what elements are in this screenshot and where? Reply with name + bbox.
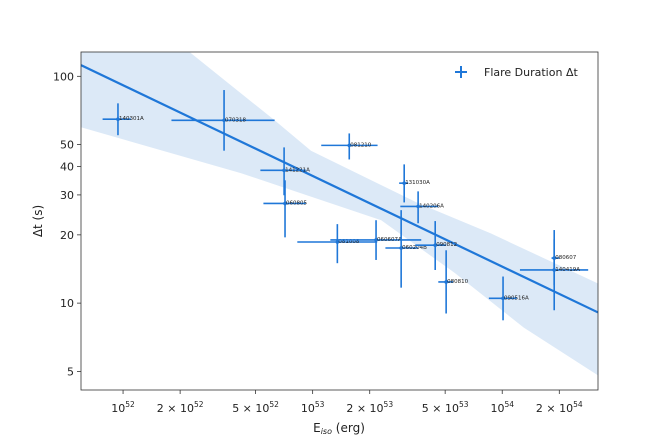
- x-tick-label: 5 × 1052: [232, 400, 279, 415]
- x-tick-mantissa: 2 × 10: [157, 402, 194, 415]
- x-tick-label: 1052: [111, 400, 135, 415]
- point-marker: [399, 246, 403, 250]
- point-label: 060805: [286, 200, 307, 206]
- data-point: 141221A: [260, 147, 310, 196]
- x-tick-mantissa: 10: [111, 402, 125, 415]
- x-tick-mantissa: 10: [490, 402, 504, 415]
- x-tick-exponent: 53: [459, 400, 469, 409]
- x-tick-label: 5 × 1053: [422, 400, 469, 415]
- data-point: 070318: [171, 90, 275, 151]
- data-point: 081210: [321, 133, 378, 160]
- x-tick-exponent: 54: [573, 400, 583, 409]
- x-tick-mantissa: 2 × 10: [536, 402, 573, 415]
- point-marker: [347, 143, 352, 148]
- point-marker: [335, 240, 340, 244]
- fit-line: [81, 64, 598, 314]
- point-marker: [283, 201, 287, 206]
- y-tick-label: 20: [60, 229, 74, 242]
- x-tick-label: 1054: [490, 400, 514, 415]
- x-axis-label: Eiso (erg): [313, 421, 365, 436]
- point-label: 140419A: [555, 267, 580, 273]
- y-tick-label: 50: [60, 139, 74, 152]
- x-tick-exponent: 52: [125, 400, 135, 409]
- data-point: 131030A: [399, 164, 430, 203]
- x-tick-mantissa: 5 × 10: [232, 402, 269, 415]
- x-tick-mantissa: 2 × 10: [346, 402, 383, 415]
- x-tick-exponent: 53: [315, 400, 325, 409]
- plot-frame: [80, 51, 599, 391]
- x-tick-mantissa: 5 × 10: [422, 402, 459, 415]
- data-point: 081008: [297, 224, 378, 264]
- data-point: 140419A: [519, 239, 589, 311]
- point-marker: [444, 280, 448, 284]
- point-label: 140301A: [119, 116, 144, 122]
- legend-label: Flare Duration Δt: [484, 66, 578, 79]
- point-label: 081008: [338, 239, 359, 245]
- confidence-band: [81, 52, 598, 376]
- point-label: 060204B: [402, 245, 427, 251]
- point-marker: [116, 117, 120, 122]
- point-marker: [374, 238, 378, 242]
- x-tick-exponent: 53: [384, 400, 394, 409]
- y-tick-label: 5: [67, 365, 74, 378]
- x-tick-label: 2 × 1052: [157, 400, 204, 415]
- y-tick-label: 40: [60, 161, 74, 174]
- x-tick-label: 2 × 1053: [346, 400, 393, 415]
- point-marker: [416, 204, 420, 209]
- data-point: 080810: [438, 250, 469, 314]
- point-label: 060607A: [377, 237, 402, 243]
- x-tick-exponent: 52: [269, 400, 279, 409]
- point-marker: [433, 243, 437, 248]
- point-label: 090812: [436, 242, 457, 248]
- point-label: 080607: [555, 255, 576, 261]
- point-label: 081210: [350, 142, 371, 148]
- data-point: 060607A: [330, 220, 422, 260]
- legend: Flare Duration Δt: [455, 66, 578, 79]
- point-marker: [552, 268, 557, 272]
- data-point: 140301A: [102, 103, 144, 136]
- x-tick-exponent: 52: [194, 400, 204, 409]
- y-tick-label: 100: [53, 70, 74, 83]
- data-point: 140206A: [400, 191, 444, 224]
- point-marker: [402, 181, 406, 185]
- x-tick-label: 2 × 1054: [536, 400, 583, 415]
- point-marker: [282, 168, 286, 173]
- point-marker: [222, 118, 226, 123]
- data-point: 090812: [415, 221, 457, 270]
- y-tick-label: 30: [60, 189, 74, 202]
- x-tick-exponent: 54: [504, 400, 514, 409]
- x-tick-mantissa: 10: [301, 402, 315, 415]
- data-point: 060204B: [385, 210, 427, 288]
- point-label: 131030A: [405, 180, 430, 186]
- point-label: 141221A: [285, 167, 310, 173]
- point-marker: [501, 296, 505, 301]
- x-tick-label: 1053: [301, 400, 325, 415]
- point-label: 140206A: [419, 203, 444, 209]
- data-point: 060805: [263, 180, 308, 238]
- data-point: 090516A: [488, 276, 529, 321]
- point-label: 080810: [447, 279, 468, 285]
- point-label: 070318: [225, 117, 246, 123]
- y-tick-label: 10: [60, 297, 74, 310]
- point-label: 090516A: [504, 295, 529, 301]
- y-axis-label: Δt (s): [31, 205, 45, 237]
